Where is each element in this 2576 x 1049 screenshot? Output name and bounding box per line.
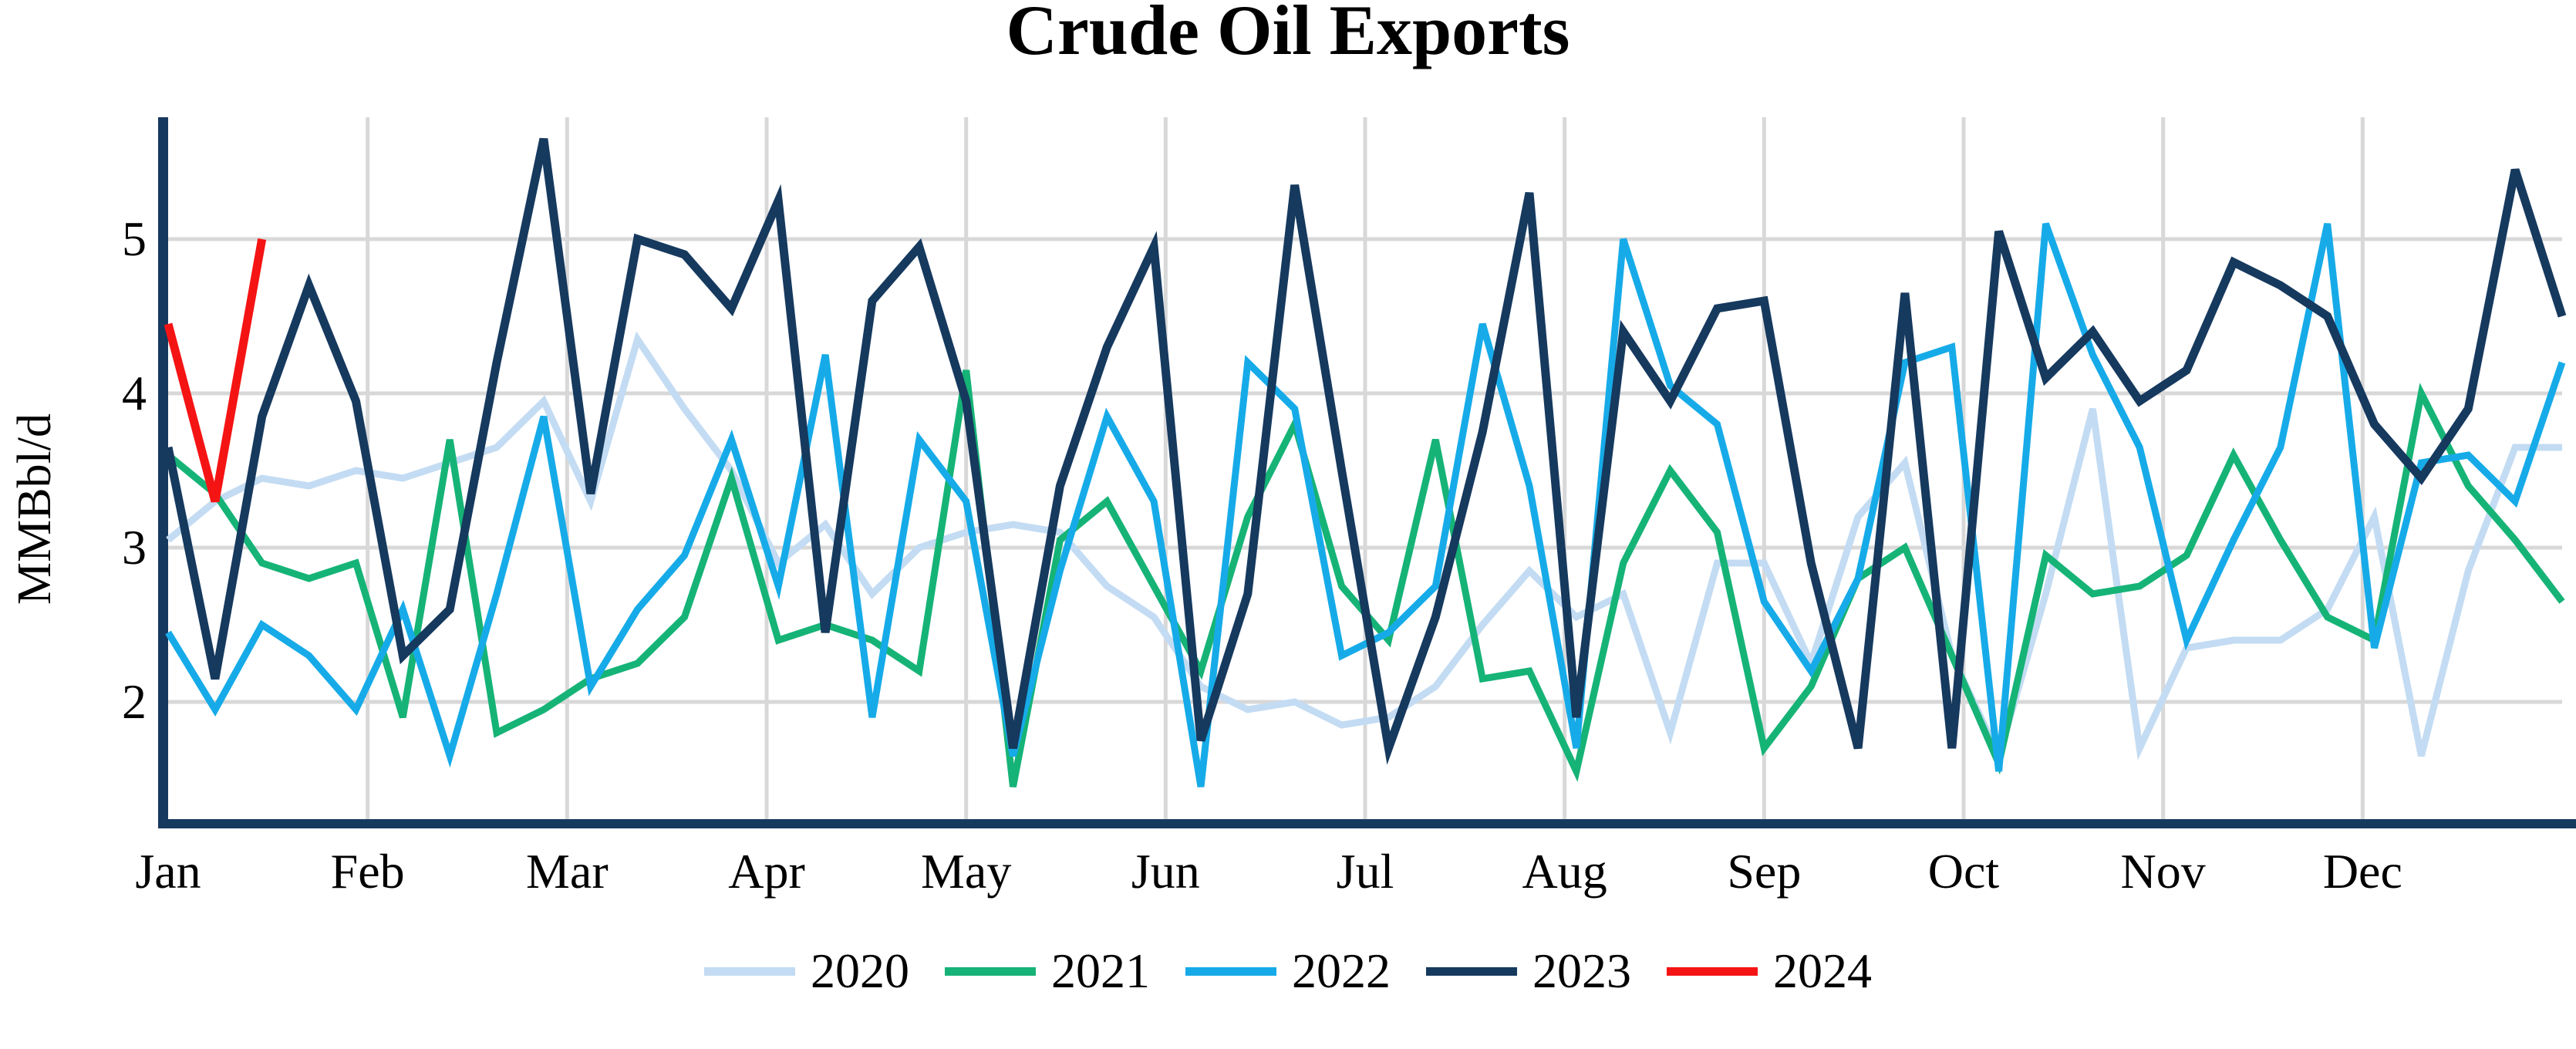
x-tick-label-Jan: Jan: [135, 844, 201, 899]
legend: 2020 2021 2022 2023 2024: [0, 944, 2576, 998]
x-tick-label-May: May: [921, 844, 1012, 899]
legend-label-2023: 2023: [1532, 943, 1631, 998]
x-tick-label-Jun: Jun: [1131, 844, 1200, 899]
x-tick-label-Mar: Mar: [526, 844, 609, 899]
series-line-2023: [164, 137, 2567, 765]
series-line-2024: [164, 238, 267, 503]
x-tick-label-Aug: Aug: [1522, 844, 1607, 899]
y-axis-line: [158, 117, 168, 825]
legend-item-2022: 2022: [1185, 944, 1391, 998]
legend-swatch-2020: [704, 966, 795, 976]
legend-item-2023: 2023: [1426, 944, 1631, 998]
y-tick-label-5: 5: [122, 211, 147, 266]
legend-label-2020: 2020: [811, 943, 909, 998]
x-axis-line: [158, 819, 2576, 828]
series-line-2020: [166, 331, 2562, 766]
x-tick-label-Feb: Feb: [330, 844, 405, 899]
x-tick-label-Dec: Dec: [2322, 844, 2402, 899]
legend-label-2022: 2022: [1292, 943, 1391, 998]
y-tick-label-2: 2: [122, 674, 147, 729]
x-tick-label-Nov: Nov: [2120, 844, 2206, 899]
x-tick-label-Sep: Sep: [1727, 844, 1802, 899]
x-tick-label-Oct: Oct: [1927, 844, 2000, 899]
legend-label-2024: 2024: [1773, 943, 1872, 998]
legend-item-2020: 2020: [704, 944, 909, 998]
legend-swatch-2023: [1426, 966, 1517, 976]
legend-swatch-2024: [1667, 966, 1758, 976]
x-tick-label-Apr: Apr: [728, 844, 805, 899]
y-axis-label: MMBbl/d: [8, 413, 61, 605]
legend-label-2021: 2021: [1051, 943, 1150, 998]
chart-title: Crude Oil Exports: [1006, 0, 1570, 69]
y-tick-label-3: 3: [122, 520, 147, 575]
series-line-2022: [165, 222, 2566, 788]
legend-item-2021: 2021: [945, 944, 1150, 998]
legend-item-2024: 2024: [1667, 944, 1872, 998]
x-tick-label-Jul: Jul: [1336, 844, 1394, 899]
legend-swatch-2021: [945, 966, 1036, 976]
y-tick-label-4: 4: [122, 366, 147, 420]
legend-swatch-2022: [1185, 966, 1276, 976]
